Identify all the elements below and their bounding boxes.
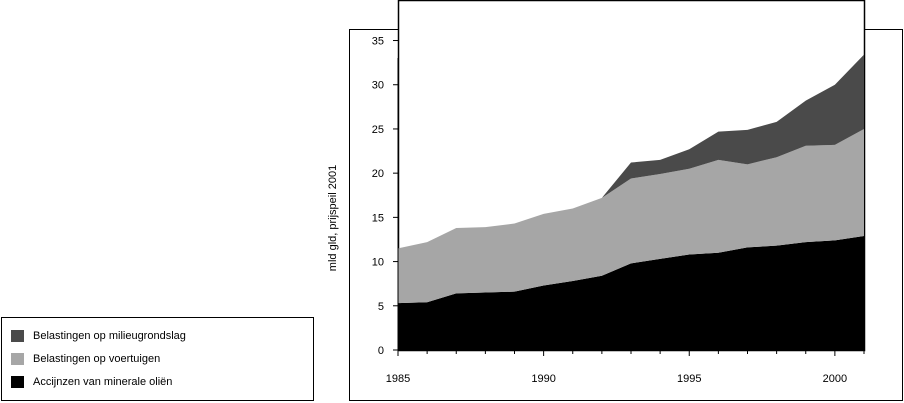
legend-item-accijnzen: Accijnzen van minerale oliën bbox=[11, 374, 172, 390]
x-tick-label: 1995 bbox=[677, 373, 701, 385]
area-series-2 bbox=[398, 54, 864, 249]
y-axis-title: mld gld, prijspeil 2001 bbox=[327, 165, 339, 271]
area-series-1 bbox=[398, 128, 864, 304]
x-tick-label: 1990 bbox=[531, 373, 555, 385]
legend-label: Belastingen op voertuigen bbox=[33, 353, 161, 365]
legend-swatch-milieugrondslag bbox=[11, 330, 24, 342]
legend-item-milieugrondslag: Belastingen op milieugrondslag bbox=[11, 328, 186, 344]
y-tick-label: 20 bbox=[372, 168, 384, 180]
y-tick-label: 25 bbox=[372, 124, 384, 136]
y-tick-label: 30 bbox=[372, 80, 384, 92]
y-axis-ticks: 0 5 10 15 20 25 30 35 bbox=[372, 36, 398, 357]
legend-label: Belastingen op milieugrondslag bbox=[33, 330, 186, 342]
legend-label: Accijnzen van minerale oliën bbox=[33, 376, 173, 388]
legend-swatch-voertuigen bbox=[11, 353, 24, 365]
y-tick-label: 0 bbox=[378, 345, 384, 357]
y-tick-label: 10 bbox=[372, 257, 384, 269]
x-tick-label: 2000 bbox=[823, 373, 847, 385]
y-tick-label: 35 bbox=[372, 36, 384, 48]
y-tick-label: 15 bbox=[372, 212, 384, 224]
x-tick-label: 1985 bbox=[386, 373, 410, 385]
legend-swatch-accijnzen bbox=[11, 376, 24, 388]
y-tick-label: 5 bbox=[378, 301, 384, 313]
legend-item-voertuigen: Belastingen op voertuigen bbox=[11, 351, 160, 367]
area-series-group bbox=[398, 54, 864, 350]
legend: Belastingen op milieugrondslag Belasting… bbox=[1, 317, 314, 401]
x-axis-ticks: 1985 1990 1995 2000 bbox=[386, 350, 865, 385]
area-series-0 bbox=[398, 235, 864, 350]
